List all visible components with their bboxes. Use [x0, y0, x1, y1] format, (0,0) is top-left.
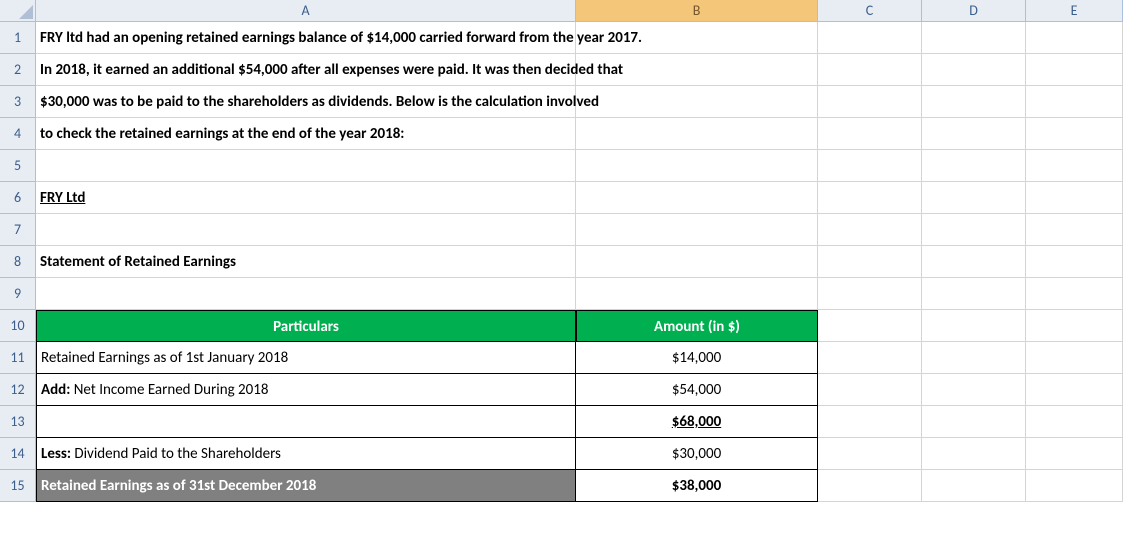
cell-D13[interactable]: [922, 406, 1026, 438]
cell-A6[interactable]: FRY Ltd: [36, 182, 576, 214]
cell-D15[interactable]: [922, 470, 1026, 502]
select-all-corner[interactable]: [0, 0, 36, 22]
cell-E6[interactable]: [1026, 182, 1123, 214]
cell-A1[interactable]: FRY ltd had an opening retained earnings…: [36, 22, 576, 54]
cell-A3[interactable]: $30,000 was to be paid to the shareholde…: [36, 86, 576, 118]
cell-A2[interactable]: In 2018, it earned an additional $54,000…: [36, 54, 576, 86]
cell-C4[interactable]: [818, 118, 922, 150]
cell-E1[interactable]: [1026, 22, 1123, 54]
cell-E3[interactable]: [1026, 86, 1123, 118]
cell-C14[interactable]: [818, 438, 922, 470]
cell-E2[interactable]: [1026, 54, 1123, 86]
cell-B7[interactable]: [576, 214, 818, 246]
cell-E9[interactable]: [1026, 278, 1123, 310]
row-header-5[interactable]: 5: [0, 150, 36, 182]
add-label-rest: Net Income Earned During 2018: [70, 381, 268, 399]
row-header-11[interactable]: 11: [0, 342, 36, 374]
cell-D10[interactable]: [922, 310, 1026, 342]
spreadsheet-grid[interactable]: A B C D E 1 FRY ltd had an opening retai…: [0, 0, 1123, 502]
cell-B5[interactable]: [576, 150, 818, 182]
row-header-4[interactable]: 4: [0, 118, 36, 150]
cell-A7[interactable]: [36, 214, 576, 246]
cell-B14[interactable]: $30,000: [576, 438, 818, 470]
cell-C10[interactable]: [818, 310, 922, 342]
cell-D11[interactable]: [922, 342, 1026, 374]
cell-A9[interactable]: [36, 278, 576, 310]
add-label-prefix: Add:: [41, 381, 70, 399]
cell-A4[interactable]: to check the retained earnings at the en…: [36, 118, 576, 150]
cell-C1[interactable]: [818, 22, 922, 54]
cell-C8[interactable]: [818, 246, 922, 278]
cell-B13[interactable]: $68,000: [576, 406, 818, 438]
cell-C2[interactable]: [818, 54, 922, 86]
cell-E15[interactable]: [1026, 470, 1123, 502]
cell-C12[interactable]: [818, 374, 922, 406]
cell-D2[interactable]: [922, 54, 1026, 86]
row-header-6[interactable]: 6: [0, 182, 36, 214]
row-header-1[interactable]: 1: [0, 22, 36, 54]
row-header-2[interactable]: 2: [0, 54, 36, 86]
cell-B12[interactable]: $54,000: [576, 374, 818, 406]
col-header-E[interactable]: E: [1026, 0, 1123, 22]
row-header-12[interactable]: 12: [0, 374, 36, 406]
cell-E4[interactable]: [1026, 118, 1123, 150]
cell-E11[interactable]: [1026, 342, 1123, 374]
row-header-14[interactable]: 14: [0, 438, 36, 470]
cell-A13[interactable]: [36, 406, 576, 438]
cell-C13[interactable]: [818, 406, 922, 438]
cell-E7[interactable]: [1026, 214, 1123, 246]
cell-B4[interactable]: [576, 118, 818, 150]
less-label-prefix: Less:: [41, 445, 71, 463]
cell-B10[interactable]: Amount (in $): [576, 310, 818, 342]
cell-E8[interactable]: [1026, 246, 1123, 278]
cell-A15[interactable]: Retained Earnings as of 31st December 20…: [36, 470, 576, 502]
cell-B8[interactable]: [576, 246, 818, 278]
cell-D9[interactable]: [922, 278, 1026, 310]
cell-E13[interactable]: [1026, 406, 1123, 438]
row-header-7[interactable]: 7: [0, 214, 36, 246]
cell-A10[interactable]: Particulars: [36, 310, 576, 342]
cell-C11[interactable]: [818, 342, 922, 374]
cell-D6[interactable]: [922, 182, 1026, 214]
cell-B3[interactable]: [576, 86, 818, 118]
cell-B6[interactable]: [576, 182, 818, 214]
col-header-D[interactable]: D: [922, 0, 1026, 22]
cell-D12[interactable]: [922, 374, 1026, 406]
cell-C7[interactable]: [818, 214, 922, 246]
cell-C5[interactable]: [818, 150, 922, 182]
cell-B15[interactable]: $38,000: [576, 470, 818, 502]
cell-E12[interactable]: [1026, 374, 1123, 406]
row-header-9[interactable]: 9: [0, 278, 36, 310]
cell-C3[interactable]: [818, 86, 922, 118]
cell-A14[interactable]: Less: Dividend Paid to the Shareholders: [36, 438, 576, 470]
cell-D3[interactable]: [922, 86, 1026, 118]
col-header-B[interactable]: B: [576, 0, 818, 22]
cell-D8[interactable]: [922, 246, 1026, 278]
col-header-C[interactable]: C: [818, 0, 922, 22]
cell-D4[interactable]: [922, 118, 1026, 150]
row-header-10[interactable]: 10: [0, 310, 36, 342]
cell-E14[interactable]: [1026, 438, 1123, 470]
cell-D5[interactable]: [922, 150, 1026, 182]
cell-C15[interactable]: [818, 470, 922, 502]
cell-A12[interactable]: Add: Net Income Earned During 2018: [36, 374, 576, 406]
row-header-15[interactable]: 15: [0, 470, 36, 502]
cell-E10[interactable]: [1026, 310, 1123, 342]
less-label-rest: Dividend Paid to the Shareholders: [71, 445, 281, 463]
cell-D7[interactable]: [922, 214, 1026, 246]
cell-A8[interactable]: Statement of Retained Earnings: [36, 246, 576, 278]
cell-C6[interactable]: [818, 182, 922, 214]
cell-D14[interactable]: [922, 438, 1026, 470]
cell-E5[interactable]: [1026, 150, 1123, 182]
cell-A5[interactable]: [36, 150, 576, 182]
row-header-8[interactable]: 8: [0, 246, 36, 278]
col-header-A[interactable]: A: [36, 0, 576, 22]
row-header-3[interactable]: 3: [0, 86, 36, 118]
cell-A11[interactable]: Retained Earnings as of 1st January 2018: [36, 342, 576, 374]
cell-C9[interactable]: [818, 278, 922, 310]
row-header-13[interactable]: 13: [0, 406, 36, 438]
cell-B9[interactable]: [576, 278, 818, 310]
cell-B11[interactable]: $14,000: [576, 342, 818, 374]
cell-D1[interactable]: [922, 22, 1026, 54]
